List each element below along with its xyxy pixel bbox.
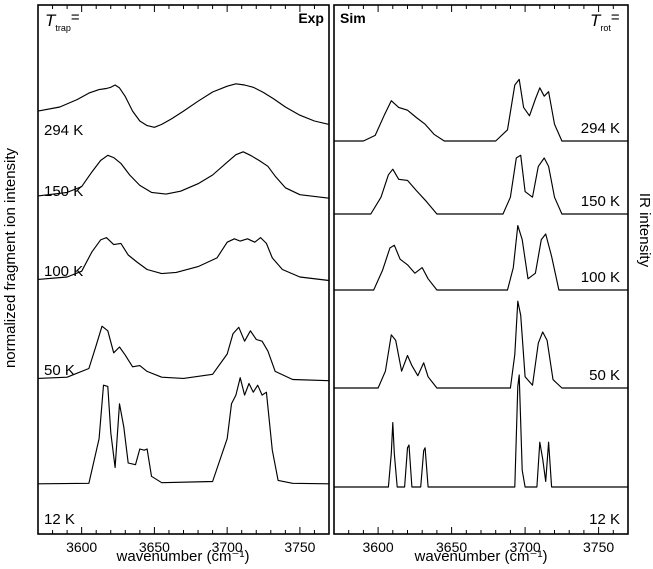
exp-trace-50k xyxy=(37,325,330,382)
exp-trace-12k xyxy=(37,377,330,485)
exp-temp-label-150k: 150 K xyxy=(44,183,83,200)
exp-legend-equals: = xyxy=(71,9,80,26)
sim-x-ticks: 3600 3650 3700 3750 xyxy=(333,5,629,555)
exp-tick-label: 3750 xyxy=(284,539,315,555)
sim-legend-symbol: T xyxy=(590,11,602,30)
sim-panel: 3600 3650 3700 3750 Sim Trot= wavenumber (c… xyxy=(333,4,629,565)
exp-trace-150k xyxy=(37,151,330,199)
sim-trace-294k xyxy=(334,78,628,142)
exp-traces xyxy=(37,83,330,485)
sim-tick-label: 3650 xyxy=(436,539,467,555)
exp-temp-label-100k: 100 K xyxy=(44,263,83,280)
sim-temp-label-100k: 100 K xyxy=(581,269,620,286)
exp-temp-label-294k: 294 K xyxy=(44,122,83,139)
exp-legend-subscript: trap xyxy=(55,23,71,33)
exp-tick-label: 3600 xyxy=(66,539,97,555)
exp-legend-symbol: T xyxy=(45,11,57,30)
exp-panel: 3600 3650 3700 3750 Exp Ttrap= wavenumber (… xyxy=(37,4,330,565)
sim-trace-100k xyxy=(334,225,628,291)
sim-traces xyxy=(334,78,628,488)
sim-temp-label-150k: 150 K xyxy=(581,193,620,210)
exp-legend-title: Ttrap= xyxy=(45,9,80,33)
sim-trace-150k xyxy=(334,154,628,215)
sim-tick-label: 3600 xyxy=(363,539,394,555)
exp-x-axis-label: wavenumber (cm⁻¹) xyxy=(116,548,250,565)
sim-legend-title: Trot= xyxy=(590,9,620,33)
sim-tick-label: 3700 xyxy=(510,539,541,555)
exp-x-ticks: 3600 3650 3700 3750 xyxy=(37,5,330,555)
exp-tick-label: 3650 xyxy=(139,539,170,555)
exp-temp-label-12k: 12 K xyxy=(44,511,75,528)
sim-x-axis-label: wavenumber (cm⁻¹) xyxy=(414,548,548,565)
y-axis-left-label: normalized fragment ion intensity xyxy=(2,147,19,368)
sim-legend-subscript: rot xyxy=(600,23,611,33)
sim-panel-label: Sim xyxy=(340,10,366,26)
sim-tick-label: 3750 xyxy=(583,539,614,555)
exp-trace-100k xyxy=(37,237,330,282)
sim-temp-label-12k: 12 K xyxy=(589,511,620,528)
exp-tick-label: 3700 xyxy=(212,539,243,555)
sim-legend-equals: = xyxy=(611,9,620,26)
exp-trace-294k xyxy=(37,83,330,128)
sim-trace-50k xyxy=(334,300,628,389)
y-axis-right-label: IR intensity xyxy=(636,193,653,268)
sim-temp-label-50k: 50 K xyxy=(589,367,620,384)
sim-temp-label-294k: 294 K xyxy=(581,120,620,137)
exp-temp-label-50k: 50 K xyxy=(44,362,75,379)
sim-trace-12k xyxy=(334,374,628,488)
exp-panel-label: Exp xyxy=(298,10,324,26)
